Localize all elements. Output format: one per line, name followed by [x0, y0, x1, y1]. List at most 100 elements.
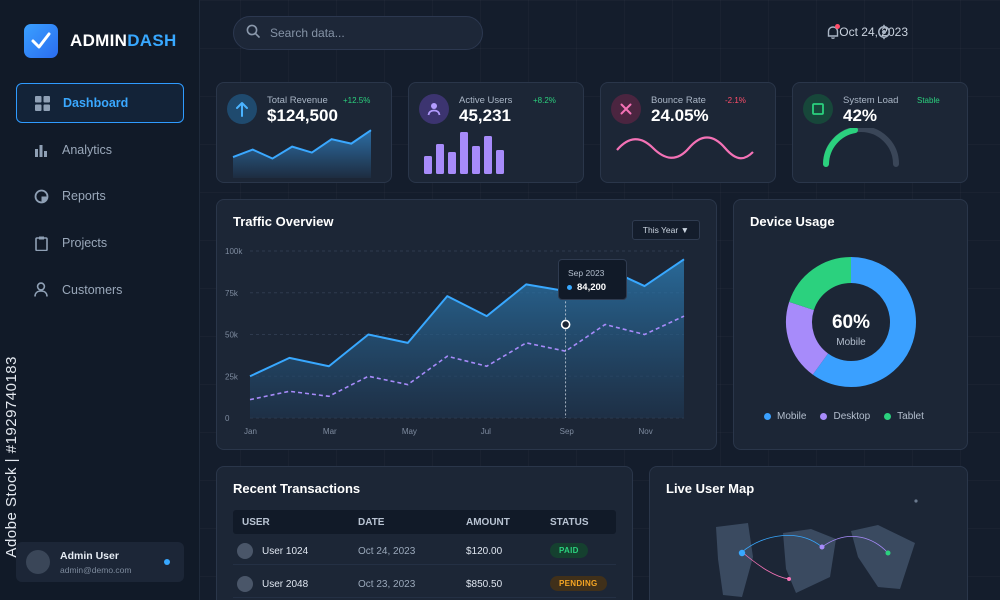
search-input[interactable]: [270, 26, 460, 40]
profile-email: admin@demo.com: [60, 564, 132, 575]
users-bar: [448, 152, 456, 174]
cell-user: User 2048: [262, 579, 309, 590]
legend-item: Tablet: [884, 411, 924, 422]
x-tick-label: Jan: [244, 427, 257, 436]
user-location-dot[interactable]: [787, 577, 791, 581]
bar-chart-icon: [32, 141, 50, 159]
map-region: [851, 525, 915, 589]
users-bar: [472, 146, 480, 174]
user-location-dot[interactable]: [885, 550, 891, 556]
brand[interactable]: ADMINDASH: [24, 24, 177, 58]
notification-dot: [835, 24, 841, 29]
status-badge: PENDING: [550, 576, 607, 591]
users-bar: [484, 136, 492, 174]
search-icon: [246, 24, 260, 43]
range-dropdown[interactable]: This Year ▼: [631, 220, 700, 240]
user-location-dot[interactable]: [914, 499, 918, 503]
user-profile[interactable]: Admin User admin@demo.com: [16, 542, 184, 582]
clipboard-icon: [32, 234, 50, 252]
map-region: [716, 523, 753, 597]
sidebar-item-customers[interactable]: Customers: [16, 270, 184, 310]
stat-value: 42%: [843, 106, 878, 125]
grid-icon: [33, 94, 51, 112]
stat-value: 24.05%: [651, 106, 709, 125]
cell-date: Oct 23, 2023: [358, 579, 416, 590]
stat-delta: -2.1%: [725, 96, 746, 105]
card-title: Traffic Overview: [233, 214, 334, 229]
y-tick-label: 50k: [225, 331, 239, 340]
sparkline-area: [233, 130, 371, 178]
column-header[interactable]: AMOUNT: [466, 517, 510, 528]
sparkline-line: [232, 129, 372, 160]
connection-line: [821, 536, 889, 554]
search-bar[interactable]: [233, 16, 483, 50]
user-location-dot[interactable]: [738, 549, 746, 557]
recent-transactions-card: Recent Transactions USER DATE AMOUNT STA…: [216, 466, 633, 600]
y-tick-label: 100k: [225, 247, 243, 256]
connection-line: [741, 551, 790, 580]
donut-center-label: Mobile: [836, 337, 866, 348]
column-header[interactable]: STATUS: [550, 517, 589, 528]
cell-amount: $850.50: [466, 579, 503, 590]
avatar: [26, 550, 50, 574]
sidebar-item-reports[interactable]: Reports: [16, 176, 184, 216]
sidebar-nav: Dashboard Analytics Reports Projects Cus…: [16, 83, 184, 316]
tooltip-value: 84,200: [577, 282, 607, 293]
donut-center-value: 60%: [831, 312, 871, 333]
legend-item: Desktop: [820, 411, 870, 422]
stat-card-bounce[interactable]: Bounce Rate 24.05% -2.1%: [600, 82, 776, 183]
cell-amount: $120.00: [466, 546, 503, 557]
tooltip-month: Sep 2023: [568, 268, 605, 278]
stat-value: $124,500: [267, 106, 338, 125]
header-actions: Oct 24, 2023: [825, 24, 908, 40]
cell-user: User 1024: [262, 546, 309, 557]
user-location-dot[interactable]: [819, 544, 825, 550]
tooltip-dot: [567, 285, 572, 290]
bounce-wave-sparkline: [616, 136, 754, 160]
connection-line: [741, 535, 823, 553]
x-tick-label: Mar: [323, 427, 337, 436]
column-header[interactable]: USER: [242, 517, 270, 528]
sidebar-item-label: Dashboard: [63, 96, 129, 110]
sidebar-item-analytics[interactable]: Analytics: [16, 130, 184, 170]
sidebar-item-projects[interactable]: Projects: [16, 223, 184, 263]
donut-slice-tablet: [789, 257, 852, 311]
y-tick-label: 0: [225, 414, 230, 423]
stat-delta: Stable: [917, 96, 940, 105]
chart-tooltip: Sep 2023 84,200: [558, 259, 627, 300]
brand-name: ADMINDASH: [70, 31, 177, 50]
column-header[interactable]: DATE: [358, 517, 385, 528]
stat-card-revenue[interactable]: Total Revenue $124,500 +12.5%: [216, 82, 392, 183]
cell-date: Oct 24, 2023: [358, 546, 416, 557]
settings-icon[interactable]: [876, 24, 892, 40]
status-badge: PAID: [550, 543, 588, 558]
stat-label: System Load: [843, 95, 899, 106]
bell-icon[interactable]: [825, 24, 841, 40]
x-tick-label: May: [402, 427, 417, 436]
sidebar-item-label: Analytics: [62, 142, 113, 157]
sidebar-item-dashboard[interactable]: Dashboard: [16, 83, 184, 123]
stat-delta: +8.2%: [533, 96, 556, 105]
device-donut-chart: [786, 257, 916, 387]
stat-card-system-load[interactable]: System Load 42% Stable: [792, 82, 968, 183]
stat-label: Total Revenue: [267, 95, 328, 106]
stat-label: Bounce Rate: [651, 95, 706, 106]
table-row[interactable]: User 1024 Oct 24, 2023 $120.00 PAID: [233, 537, 616, 565]
table-row[interactable]: User 2048 Oct 23, 2023 $850.50 PENDING: [233, 570, 616, 598]
logo-icon: [24, 24, 58, 58]
map-region: [783, 529, 836, 593]
stat-card-users[interactable]: Active Users 45,231 +8.2%: [408, 82, 584, 183]
sidebar: ADMINDASH Dashboard Analytics Reports Pr…: [0, 0, 200, 600]
legend-item: Mobile: [764, 411, 806, 422]
sidebar-item-label: Customers: [62, 282, 123, 297]
x-tick-label: Nov: [639, 427, 653, 436]
close-icon: [611, 94, 641, 124]
stat-delta: +12.5%: [343, 96, 371, 105]
profile-name: Admin User: [60, 549, 119, 562]
donut-slice-mobile: [812, 257, 916, 387]
user-icon: [32, 281, 50, 299]
stat-label: Active Users: [459, 95, 513, 106]
world-map: [716, 499, 918, 597]
users-bar: [460, 132, 468, 174]
x-tick-label: Sep: [560, 427, 575, 436]
